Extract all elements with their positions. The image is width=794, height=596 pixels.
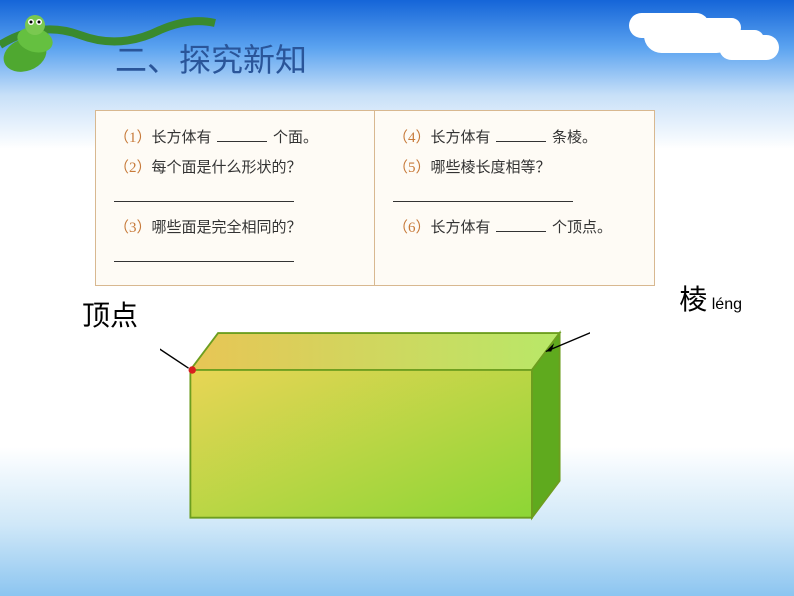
question-6: （6）长方体有 个顶点。: [393, 213, 636, 243]
section-title: 二、探究新知: [115, 35, 307, 81]
cuboid-top-face: [190, 333, 559, 370]
vertex-dot: [189, 366, 196, 373]
question-3: （3）哪些面是完全相同的？: [114, 213, 356, 273]
question-column-right: （4）长方体有 条棱。 （5）哪些棱长度相等？ （6）长方体有 个顶点。: [375, 111, 654, 285]
question-2: （2）每个面是什么形状的？: [114, 153, 356, 213]
question-table: （1）长方体有 个面。 （2）每个面是什么形状的？ （3）哪些面是完全相同的？ …: [95, 110, 655, 286]
edge-label: 棱 léng: [679, 278, 742, 318]
question-column-left: （1）长方体有 个面。 （2）每个面是什么形状的？ （3）哪些面是完全相同的？: [96, 111, 375, 285]
cloud-decoration: [719, 35, 779, 60]
vertex-label: 顶点: [82, 294, 138, 334]
cuboid-diagram: [160, 310, 590, 550]
cuboid-front-face: [190, 370, 532, 518]
question-1: （1）长方体有 个面。: [114, 123, 356, 153]
question-4: （4）长方体有 条棱。: [393, 123, 636, 153]
question-5: （5）哪些棱长度相等？: [393, 153, 636, 213]
vertex-pointer-line: [160, 325, 189, 368]
